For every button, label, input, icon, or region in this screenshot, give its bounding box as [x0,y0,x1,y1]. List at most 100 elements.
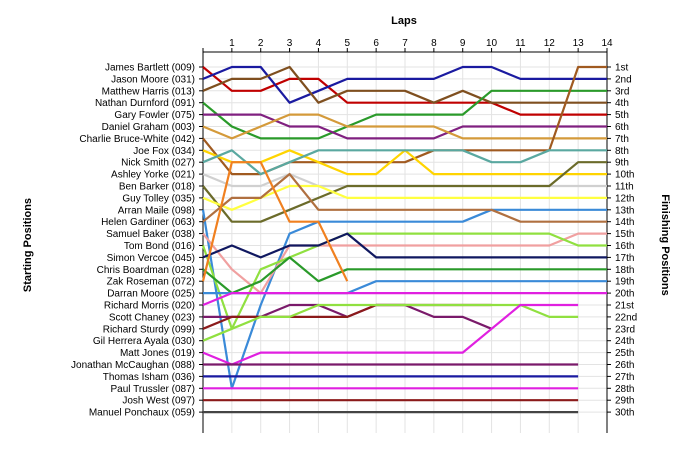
driver-label: Matt Jones (019) [120,348,195,359]
y-axis-label-right: Finishing Positions [659,194,671,295]
labels: 1 2 3 4 5 6 7 8 9 10 11 12 13 141st2nd3rd4th5th6th7th… [71,38,637,419]
chart-title: Laps [391,15,417,27]
lap-tick-label: 7 [402,38,408,49]
finishing-position-label: 28th [615,384,634,395]
lap-tick-label: 12 [544,38,556,49]
finishing-position-label: 2nd [615,74,632,85]
driver-label: Manuel Ponchaux (059) [89,408,195,419]
driver-label: Daniel Graham (003) [102,122,195,133]
driver-label: Samuel Baker (038) [106,229,195,240]
finishing-position-label: 8th [615,146,629,157]
finishing-position-label: 17th [615,253,634,264]
finishing-position-label: 16th [615,241,634,252]
series-line [202,232,607,259]
lap-tick-label: 4 [316,38,322,49]
driver-label: Charlie Bruce-White (042) [79,134,195,145]
driver-label: Tom Bond (016) [124,241,195,252]
lap-tick-label: 5 [345,38,351,49]
series-line [201,161,349,282]
driver-label: Matthew Harris (013) [102,86,195,97]
series-line [202,149,607,176]
y-axis-label-left: Starting Positions [22,198,34,292]
lap-tick-label: 6 [373,38,379,49]
driver-label: Gary Fowler (075) [114,110,195,121]
finishing-position-label: 22nd [615,312,637,323]
finishing-position-label: 9th [615,158,629,169]
driver-label: Helen Gardiner (063) [101,217,195,228]
driver-label: Richard Morris (020) [104,301,195,312]
finishing-position-label: 4th [615,98,629,109]
finishing-position-label: 13th [615,205,634,216]
finishing-position-label: 3rd [615,86,629,97]
series-line [202,232,607,295]
driver-label: Nick Smith (027) [121,158,195,169]
finishing-position-label: 25th [615,348,634,359]
driver-label: Paul Trussler (087) [111,384,195,395]
finishing-position-label: 29th [615,396,634,407]
finishing-position-label: 27th [615,372,634,383]
lap-tick-label: 1 [229,38,235,49]
lap-tick-label: 14 [601,38,613,49]
series-line [202,292,607,307]
series-line [202,89,607,140]
driver-label: Gil Herrera Ayala (030) [93,336,195,347]
series-line [202,303,579,366]
series-lines [201,65,607,414]
finishing-position-label: 26th [615,360,634,371]
lap-tick-label: 13 [573,38,585,49]
driver-label: Nathan Durnford (091) [95,98,195,109]
finishing-position-label: 30th [615,408,634,419]
finishing-position-label: 23rd [615,324,635,335]
driver-label: Joe Fox (034) [133,146,195,157]
finishing-position-label: 14th [615,217,634,228]
series-line [202,173,607,223]
driver-label: Jonathan McCaughan (088) [71,360,195,371]
series-line [203,113,607,140]
finishing-position-label: 11th [615,182,634,193]
series-line [202,303,579,342]
finishing-position-label: 21st [615,301,634,312]
lap-tick-label: 8 [431,38,437,49]
series-line [202,65,607,104]
driver-label: Jason Moore (031) [111,74,195,85]
finishing-position-label: 6th [615,122,629,133]
driver-label: Guy Tolley (035) [122,193,195,204]
lap-tick-label: 11 [515,38,526,49]
driver-label: Ashley Yorke (021) [111,170,195,181]
series-line [202,184,607,211]
series-line [202,65,607,104]
driver-label: Arran Maile (098) [118,205,195,216]
finishing-position-label: 15th [615,229,634,240]
driver-label: Simon Vercoe (045) [107,253,195,264]
finishing-position-label: 1st [615,63,629,74]
finishing-position-label: 12th [615,193,634,204]
driver-label: Thomas Isham (036) [103,372,195,383]
driver-label: James Bartlett (009) [105,63,195,74]
driver-label: Zak Roseman (072) [107,277,195,288]
series-line [201,232,607,330]
driver-label: Ben Barker (018) [119,182,195,193]
driver-label: Darran Moore (025) [107,289,195,300]
finishing-position-label: 18th [615,265,634,276]
driver-label: Josh West (097) [122,396,195,407]
series-line [202,161,607,223]
lap-tick-label: 3 [287,38,293,49]
finishing-position-label: 20th [615,289,634,300]
driver-label: Scott Chaney (023) [109,312,195,323]
series-line [202,256,607,295]
finishing-position-label: 7th [615,134,629,145]
series-line [202,113,607,140]
driver-label: Chris Boardman (028) [97,265,195,276]
series-line [202,66,607,116]
series-line [201,208,607,390]
lap-tick-label: 2 [258,38,264,49]
finishing-position-label: 19th [615,277,634,288]
lap-tick-label: 9 [460,38,466,49]
finishing-position-label: 10th [615,170,634,181]
lap-tick-label: 10 [486,38,498,49]
finishing-position-label: 24th [615,336,634,347]
driver-label: Richard Sturdy (099) [103,324,195,335]
finishing-position-label: 5th [615,110,629,121]
